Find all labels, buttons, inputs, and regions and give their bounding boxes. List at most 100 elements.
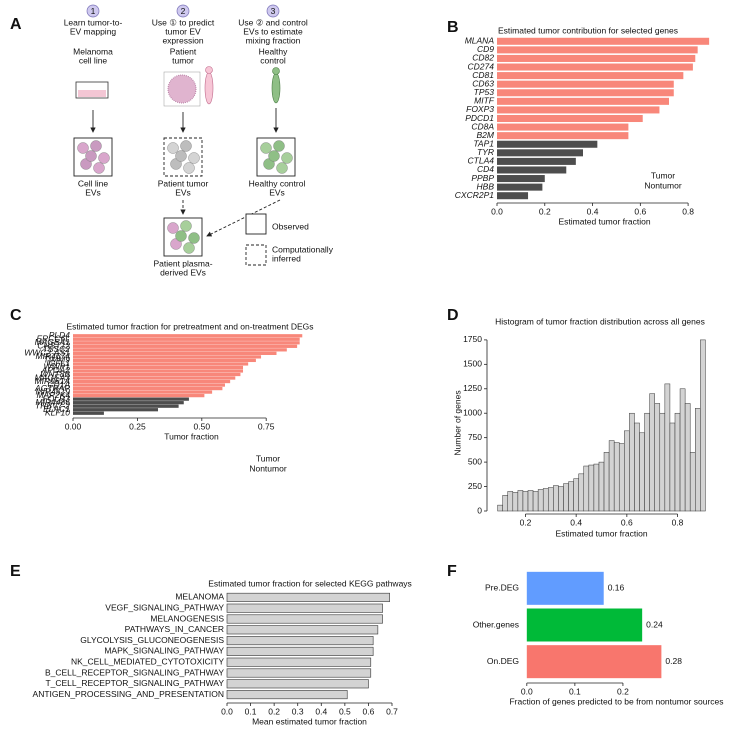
ev-vesicle: [77, 142, 89, 154]
histogram-bar: [598, 461, 605, 512]
bar: [526, 571, 604, 605]
histogram-bar: [613, 442, 620, 512]
bar: [226, 668, 372, 678]
x-tick-label: 0.2: [539, 206, 551, 216]
y-tick-label: 1500: [463, 359, 482, 369]
source-label: Healthy: [259, 46, 289, 56]
ev-vesicle: [188, 152, 200, 164]
histogram-bar: [507, 491, 514, 512]
histogram-bar: [689, 452, 696, 512]
category-label: IGFL1: [46, 358, 70, 368]
x-tick-label: 0.5: [339, 706, 351, 716]
legend-entry: Tumor: [651, 170, 675, 180]
panel-label: E: [10, 563, 21, 580]
category-label: ANTIGEN_PROCESSING_AND_PRESENTATION: [33, 689, 224, 699]
bar: [226, 679, 369, 689]
x-tick-label: 0.2: [520, 517, 532, 527]
category-label: PDCD1: [465, 113, 494, 123]
bar: [497, 89, 674, 97]
bar: [497, 97, 669, 105]
histogram-bar: [654, 403, 661, 512]
step-text: EVs to estimate: [243, 26, 303, 36]
category-label: MAGEA1: [35, 337, 71, 347]
category-label: NK_CELL_MEDIATED_CYTOTOXICITY: [71, 656, 224, 666]
panel-label: A: [10, 16, 22, 33]
y-tick-label: 1750: [463, 334, 482, 344]
category-label: On.DEG: [487, 656, 519, 666]
bar: [526, 645, 662, 679]
histogram-bar: [558, 486, 564, 512]
legend-entry: Nontumor: [249, 463, 286, 473]
category-label: PATHWAYS_IN_CANCER: [125, 624, 224, 634]
category-label: T_CELL_RECEPTOR_SIGNALING_PATHWAY: [45, 678, 224, 688]
histogram-bar: [639, 432, 645, 512]
bar: [226, 592, 390, 602]
category-label: AGTRAP: [34, 383, 70, 393]
category-label: MITF: [474, 96, 495, 106]
chart-title: Histogram of tumor fraction distribution…: [495, 316, 705, 326]
tumor-tissue: [167, 74, 197, 104]
bar: [73, 394, 205, 398]
histogram-bar: [517, 490, 524, 512]
x-axis-label: Estimated tumor fraction: [555, 528, 647, 538]
step-badge: [266, 4, 280, 18]
x-tick-label: 0.6: [634, 206, 646, 216]
x-tick-label: 0.8: [682, 206, 694, 216]
category-label: MELANOGENESIS: [150, 613, 224, 623]
x-axis-label: Estimated tumor fraction: [558, 216, 650, 226]
category-label: MAPK_SIGNALING_PATHWAY: [104, 646, 224, 656]
x-tick-label: 0.4: [570, 517, 582, 527]
ev-vesicle: [90, 140, 102, 152]
ev-label: EVs: [269, 187, 285, 197]
histogram-bar: [542, 488, 549, 512]
category-label: MIR4674: [36, 351, 71, 361]
bar: [73, 365, 244, 370]
ev-vesicle: [180, 220, 192, 232]
bar: [73, 344, 298, 348]
arrow: [206, 199, 281, 237]
category-label: CD274: [468, 61, 495, 71]
category-label: MAGEA3: [35, 372, 71, 382]
histogram-bar: [669, 422, 676, 512]
category-label: TRBV7-2: [35, 400, 70, 410]
chart-title: Estimated tumor contribution for selecte…: [498, 25, 678, 35]
panel-label: D: [447, 307, 459, 324]
ev-vesicle: [281, 152, 293, 164]
ev-vesicle: [85, 150, 97, 162]
histogram-bar: [659, 412, 666, 512]
category-label: KLF10: [45, 407, 70, 417]
ev-vesicle: [188, 232, 200, 244]
ev-label: Healthy control: [249, 178, 306, 188]
x-tick-label: 0.7: [386, 706, 398, 716]
category-label: MIR4486: [36, 397, 71, 407]
histogram-bar: [537, 489, 544, 512]
category-label: CD9: [477, 44, 494, 54]
histogram-bar: [522, 491, 529, 512]
bar: [497, 106, 660, 114]
bar: [73, 351, 277, 355]
histogram-bar: [573, 478, 579, 512]
category-label: WWC2-AS1: [24, 348, 70, 358]
category-label: B_CELL_RECEPTOR_SIGNALING_PATHWAY: [45, 667, 224, 677]
bar: [226, 625, 379, 635]
bar: [226, 603, 383, 613]
bar: [497, 140, 598, 148]
step-number: 1: [91, 6, 96, 16]
ev-vesicle: [183, 162, 195, 174]
step-number: 3: [271, 6, 276, 16]
histogram-bar: [624, 430, 630, 512]
category-label: CXCR2P1: [455, 190, 494, 200]
x-tick-label: 0.0: [221, 706, 233, 716]
bar: [226, 657, 372, 667]
histogram-bar: [700, 339, 706, 512]
histogram-bar: [618, 443, 625, 512]
x-tick-label: 0.3: [292, 706, 304, 716]
category-label: CD81: [472, 70, 494, 80]
step-badge: [176, 4, 190, 18]
ev-vesicle: [260, 142, 272, 154]
bar: [73, 390, 213, 394]
bar: [497, 80, 674, 88]
data-label: 0.16: [608, 583, 625, 593]
category-label: TSSC2: [43, 344, 71, 354]
ev-vesicle: [175, 230, 187, 242]
